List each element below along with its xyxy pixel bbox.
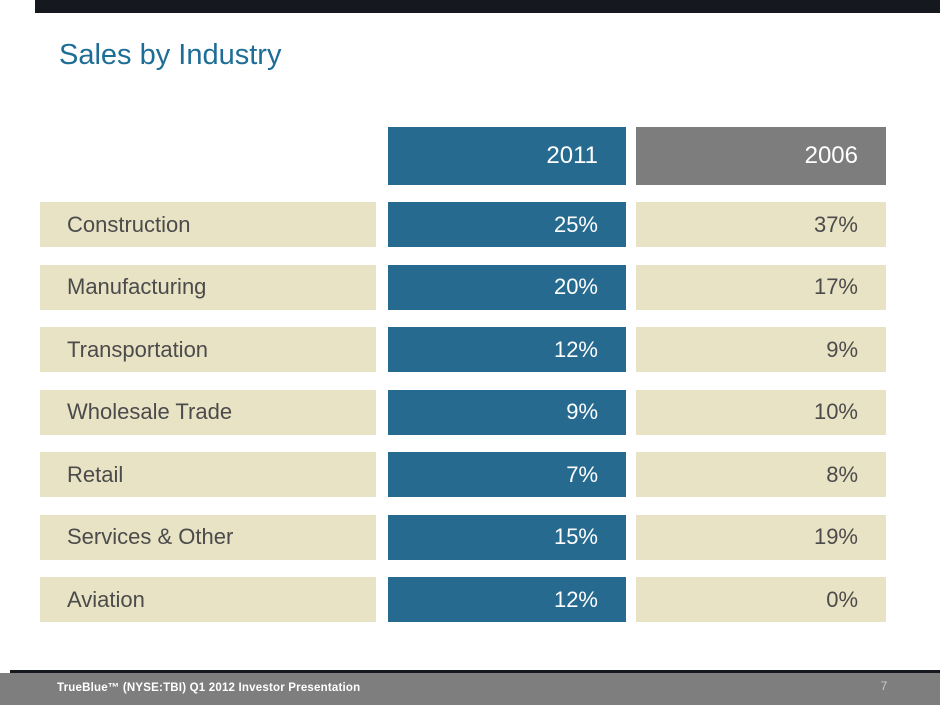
column-header-2006: 2006 [636,127,886,185]
page-title: Sales by Industry [59,39,282,71]
value-2006: 9% [636,327,886,372]
column-header-2011: 2011 [388,127,626,185]
table-body: Construction 25% 37% Manufacturing 20% 1… [40,202,908,622]
value-2006: 8% [636,452,886,497]
table-row: Aviation 12% 0% [40,577,908,622]
value-2006: 37% [636,202,886,247]
industry-label: Transportation [40,327,376,372]
page-number: 7 [880,679,888,693]
table-header-row: 2011 2006 [40,127,908,185]
footer-bar [0,673,940,705]
value-2006: 19% [636,514,886,560]
footer-presentation-label: TrueBlue™ (NYSE:TBI) Q1 2012 Investor Pr… [57,682,361,694]
value-2006: 0% [636,577,886,622]
table-row: Transportation 12% 9% [40,327,908,372]
value-2011: 25% [388,202,626,247]
value-2011: 15% [388,514,626,560]
industry-label: Manufacturing [40,264,376,310]
value-2011: 12% [388,327,626,372]
value-2011: 12% [388,577,626,622]
top-accent-bar [35,0,940,13]
table-row: Manufacturing 20% 17% [40,264,908,310]
sales-by-industry-table: 2011 2006 Construction 25% 37% Manufactu… [40,127,908,622]
industry-label: Wholesale Trade [40,389,376,435]
table-row: Retail 7% 8% [40,452,908,497]
industry-label: Aviation [40,577,376,622]
footer-accent-line [10,670,940,673]
header-spacer [40,127,376,185]
value-2011: 9% [388,389,626,435]
industry-label: Construction [40,202,376,247]
value-2006: 17% [636,264,886,310]
value-2006: 10% [636,389,886,435]
industry-label: Retail [40,452,376,497]
table-row: Services & Other 15% 19% [40,514,908,560]
value-2011: 7% [388,452,626,497]
table-row: Wholesale Trade 9% 10% [40,389,908,435]
value-2011: 20% [388,264,626,310]
table-row: Construction 25% 37% [40,202,908,247]
industry-label: Services & Other [40,514,376,560]
